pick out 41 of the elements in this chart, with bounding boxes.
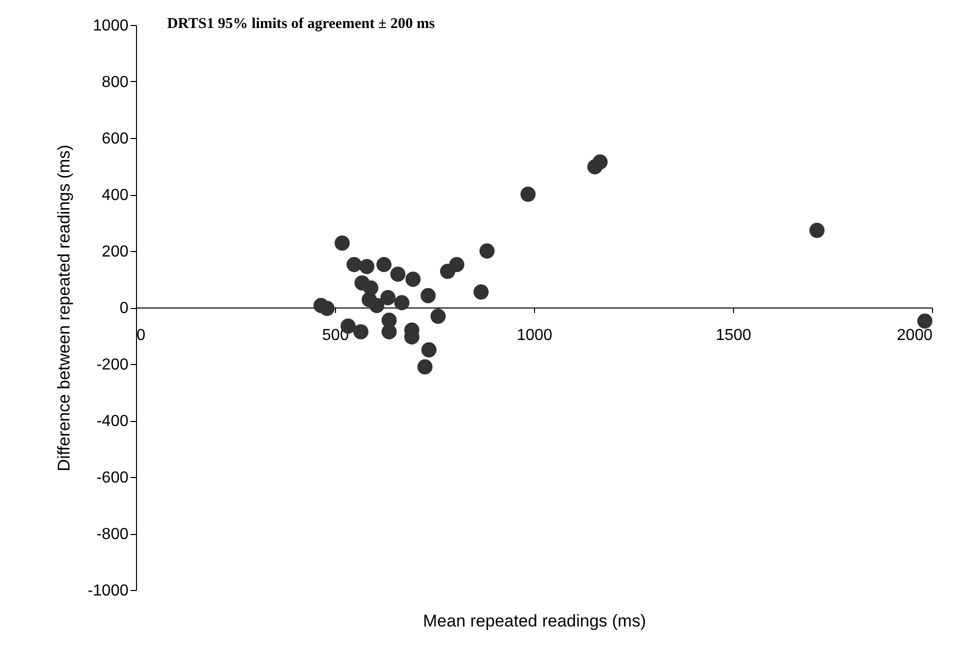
y-tick-label: 800 [102,74,129,91]
y-tick-label: -600 [96,470,129,486]
y-tick-label: 1000 [92,18,129,34]
point [390,266,406,282]
point [353,324,368,340]
point [479,243,495,259]
y-tick-label: 200 [102,244,129,260]
point [809,222,825,238]
y-tick-label: -400 [96,413,129,430]
y-tick-label: -1000 [88,582,129,600]
y-tick-label: 600 [102,130,129,148]
chart-title: DRTS1 95% limits of agreement ± 200 ms [167,16,436,32]
point [473,284,489,300]
y-tick-label: 0 [120,300,129,317]
point [417,359,433,374]
point [369,298,384,314]
point [380,290,396,306]
point [520,186,536,202]
point [449,256,464,272]
y-tick-label: -800 [96,526,129,543]
x-tick-label: 0 [136,327,146,344]
x-tick-label: 1000 [516,327,552,344]
y-axis-title: Difference between repeated readings (ms) [54,144,74,472]
x-axis-title: Mean repeated readings (ms) [422,612,646,630]
x-tick-label: 2000 [896,327,933,344]
point [394,295,410,310]
point [405,272,421,287]
point [319,300,335,316]
point [421,342,437,358]
y-tick-label: -200 [96,356,129,374]
point [917,313,932,329]
point [430,308,446,324]
point [592,154,608,170]
point [420,288,436,304]
x-tick-label: 1500 [716,327,752,344]
y-tick-label: 400 [102,187,129,204]
point [334,236,350,251]
point [346,256,362,272]
point [376,256,392,272]
point [359,258,374,274]
point [382,324,397,340]
